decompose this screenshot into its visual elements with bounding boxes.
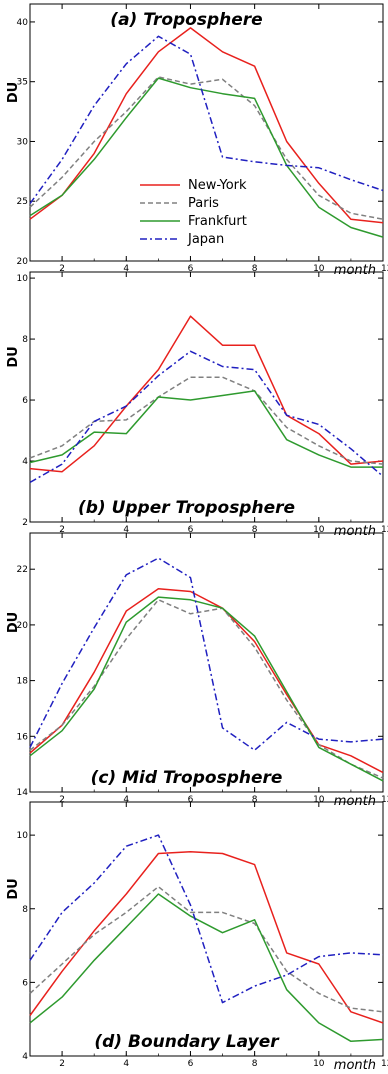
x-axis-label: month bbox=[334, 524, 376, 539]
x-tick-label: 12 bbox=[381, 264, 388, 274]
series-line-paris bbox=[29, 885, 384, 1013]
y-tick-label: 14 bbox=[17, 788, 29, 798]
y-tick-label: 40 bbox=[17, 18, 29, 28]
y-tick-label: 4 bbox=[22, 457, 28, 467]
y-axis-label: DU bbox=[6, 82, 21, 103]
series-line-paris bbox=[29, 599, 384, 779]
panel-1: 2 4 6 8 10 12 20 25 30 35 40 DU month (a) Troposphere… bbox=[6, 3, 388, 278]
y-tick-label: 8 bbox=[22, 335, 28, 345]
series-line-new-york bbox=[29, 850, 384, 1024]
plot-frame bbox=[29, 271, 384, 523]
series-line-japan bbox=[29, 834, 384, 1004]
y-tick-label: 10 bbox=[17, 831, 29, 841]
x-tick-label: 12 bbox=[381, 525, 388, 535]
panel-title: (b) Upper Troposphere bbox=[78, 498, 295, 518]
series-line-new-york bbox=[29, 27, 384, 224]
x-tick-label: 4 bbox=[123, 1059, 129, 1069]
series-line-paris bbox=[29, 376, 384, 465]
x-tick-label: 2 bbox=[59, 795, 65, 805]
y-tick-label: 20 bbox=[17, 257, 29, 267]
x-tick-label: 2 bbox=[59, 525, 65, 535]
y-tick-label: 6 bbox=[22, 978, 28, 988]
y-tick-label: 16 bbox=[17, 732, 29, 742]
y-axis-label: DU bbox=[6, 612, 21, 633]
plot-frame bbox=[29, 3, 384, 262]
y-tick-label: 8 bbox=[22, 905, 28, 915]
y-tick-label: 22 bbox=[17, 565, 28, 575]
x-tick-label: 4 bbox=[123, 525, 129, 535]
panel-4: 2 4 6 8 10 12 4 6 8 10 DU month (d) Boundary Layer bbox=[6, 801, 388, 1073]
y-tick-label: 4 bbox=[22, 1052, 28, 1062]
x-tick-label: 8 bbox=[252, 795, 258, 805]
panel-title: (a) Troposphere bbox=[110, 10, 262, 30]
x-tick-label: 8 bbox=[252, 1059, 258, 1069]
series-line-paris bbox=[29, 76, 384, 220]
x-tick-label: 10 bbox=[313, 795, 325, 805]
legend: New-York Paris Frankfurt Japan bbox=[140, 178, 247, 247]
x-tick-label: 6 bbox=[188, 1059, 194, 1069]
x-tick-label: 10 bbox=[313, 264, 325, 274]
y-tick-label: 2 bbox=[22, 518, 28, 528]
panel-title: (d) Boundary Layer bbox=[94, 1032, 280, 1052]
x-tick-label: 2 bbox=[59, 264, 65, 274]
x-tick-label: 12 bbox=[381, 795, 388, 805]
y-axis-label: DU bbox=[6, 346, 21, 367]
y-tick-label: 35 bbox=[17, 78, 28, 88]
y-tick-label: 10 bbox=[17, 274, 29, 284]
y-tick-label: 30 bbox=[17, 137, 29, 147]
series-line-frankfurt bbox=[29, 893, 384, 1043]
x-axis-label: month bbox=[334, 1058, 376, 1073]
x-tick-label: 6 bbox=[188, 525, 194, 535]
series-line-frankfurt bbox=[29, 390, 383, 468]
x-tick-label: 2 bbox=[59, 1059, 65, 1069]
legend-label: Frankfurt bbox=[188, 214, 247, 229]
x-tick-label: 12 bbox=[381, 1059, 388, 1069]
x-tick-label: 6 bbox=[188, 795, 194, 805]
y-tick-label: 25 bbox=[17, 197, 28, 207]
panel-title: (c) Mid Troposphere bbox=[91, 768, 283, 788]
plot-frame bbox=[29, 532, 384, 793]
y-tick-label: 20 bbox=[17, 621, 29, 631]
x-tick-label: 10 bbox=[313, 1059, 325, 1069]
series-line-frankfurt bbox=[29, 77, 384, 238]
x-tick-label: 4 bbox=[123, 795, 129, 805]
series-line-new-york bbox=[29, 587, 384, 774]
panel-2: 2 4 6 8 10 12 2 4 6 8 10 DU month (b) Upper Troposphe… bbox=[6, 271, 388, 539]
legend-label: Japan bbox=[187, 232, 224, 247]
series-line-japan bbox=[29, 350, 384, 484]
x-axis-label: month bbox=[334, 263, 376, 278]
x-tick-label: 8 bbox=[252, 525, 258, 535]
x-tick-label: 6 bbox=[188, 264, 194, 274]
y-tick-label: 18 bbox=[17, 677, 29, 687]
y-axis-label: DU bbox=[6, 878, 21, 899]
plot-frame bbox=[29, 801, 384, 1057]
series-line-japan bbox=[29, 557, 384, 751]
x-tick-label: 10 bbox=[313, 525, 325, 535]
legend-label: New-York bbox=[188, 178, 247, 193]
panel-3: 246810121416182022DUmonth(c) Mid Troposp… bbox=[6, 532, 388, 809]
legend-label: Paris bbox=[188, 196, 219, 211]
y-tick-label: 6 bbox=[22, 396, 28, 406]
series-line-new-york bbox=[29, 315, 384, 473]
x-tick-label: 4 bbox=[123, 264, 129, 274]
series-line-japan bbox=[29, 35, 384, 205]
series-line-frankfurt bbox=[29, 596, 384, 782]
x-tick-label: 8 bbox=[252, 264, 258, 274]
